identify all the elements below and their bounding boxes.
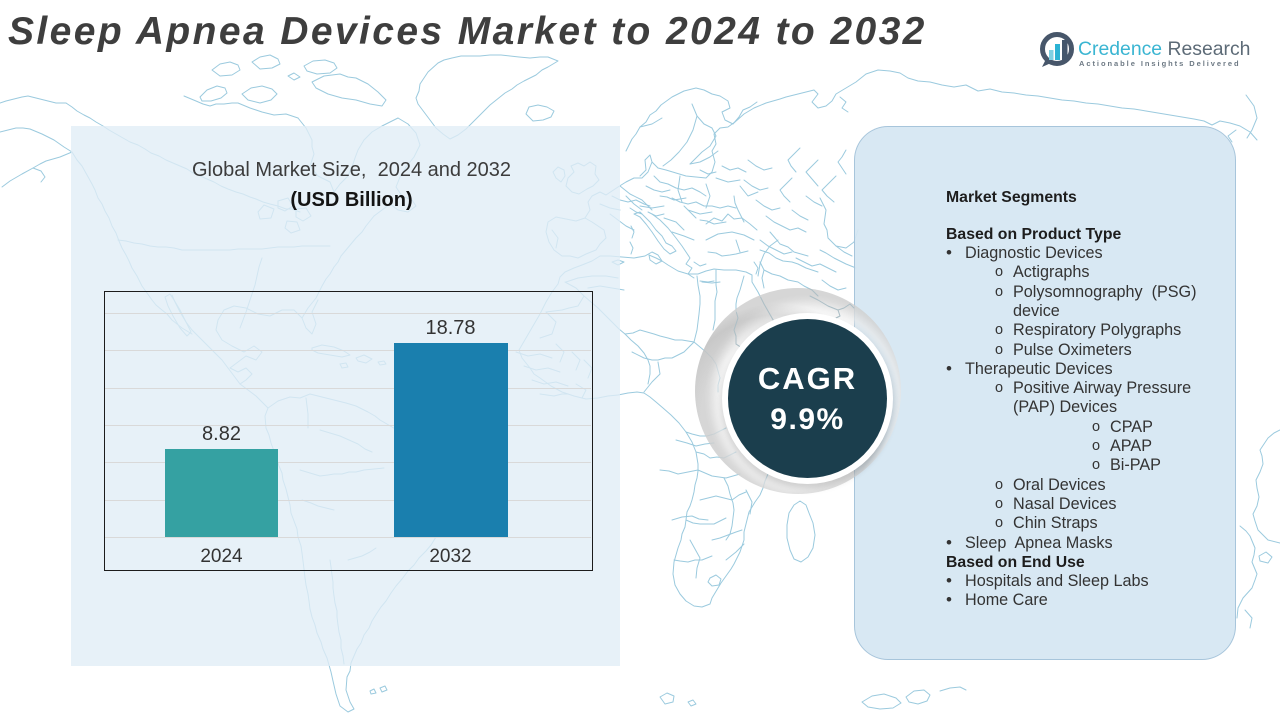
svg-text:Actionable Insights Delivered: Actionable Insights Delivered [1079,59,1241,68]
svg-text:Credence Research: Credence Research [1078,38,1250,60]
